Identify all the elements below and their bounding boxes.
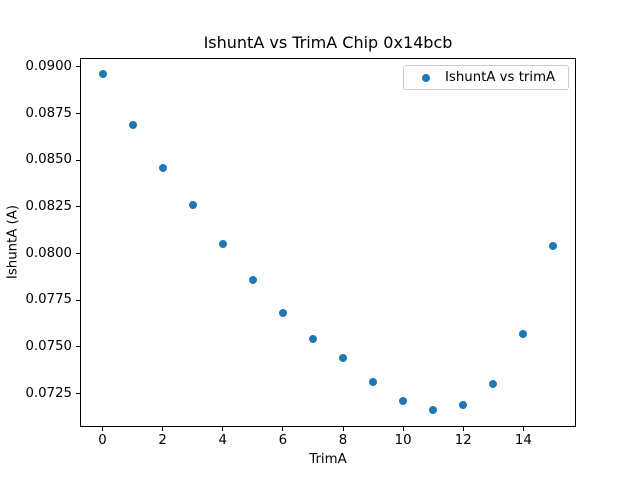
y-tick-mark [76, 159, 80, 161]
x-tick-mark [462, 427, 464, 431]
data-point [459, 400, 468, 409]
y-tick-mark [76, 206, 80, 208]
x-tick-label: 8 [338, 433, 348, 448]
y-tick-mark [76, 253, 80, 255]
data-point [128, 120, 137, 129]
x-axis-label: TrimA [309, 452, 347, 467]
data-point [399, 397, 408, 406]
x-tick-mark [402, 427, 404, 431]
plot-area [80, 57, 576, 428]
x-tick-label: 4 [218, 433, 228, 448]
data-point [278, 309, 287, 318]
y-tick-label: 0.0750 [25, 338, 72, 354]
data-point [98, 70, 107, 79]
x-tick-mark [222, 427, 224, 431]
x-tick-label: 2 [158, 433, 167, 448]
x-tick-mark [102, 427, 104, 431]
legend: IshuntA vs trimA [403, 65, 569, 90]
x-tick-mark [162, 427, 164, 431]
data-point [549, 242, 558, 251]
x-tick-mark [522, 427, 524, 431]
data-point [248, 275, 257, 284]
y-tick-label: 0.0850 [25, 152, 72, 168]
y-tick-mark [76, 346, 80, 348]
y-tick-label: 0.0725 [25, 385, 72, 401]
y-tick-label: 0.0800 [25, 245, 72, 261]
legend-marker-icon [422, 73, 430, 82]
data-point [429, 406, 438, 415]
y-tick-mark [76, 113, 80, 115]
y-tick-label: 0.0825 [25, 198, 72, 214]
x-tick-mark [282, 427, 284, 431]
y-tick-mark [76, 299, 80, 301]
x-tick-mark [342, 427, 344, 431]
y-tick-label: 0.0775 [25, 292, 72, 308]
x-tick-label: 0 [98, 433, 107, 448]
data-point [339, 354, 348, 363]
legend-label: IshuntA vs trimA [445, 70, 556, 85]
x-tick-label: 14 [514, 433, 532, 448]
data-point [218, 240, 227, 249]
x-tick-label: 12 [454, 433, 472, 448]
y-tick-mark [76, 66, 80, 68]
data-point [188, 201, 197, 210]
y-tick-label: 0.0900 [25, 58, 72, 74]
data-point [308, 335, 317, 344]
y-tick-label: 0.0875 [25, 105, 72, 121]
chart-title: IshuntA vs TrimA Chip 0x14bcb [203, 33, 453, 52]
data-point [489, 380, 498, 389]
x-tick-label: 10 [394, 433, 412, 448]
data-point [369, 378, 378, 387]
y-tick-mark [76, 393, 80, 395]
data-point [158, 163, 167, 172]
x-tick-label: 6 [278, 433, 288, 448]
y-axis-label: IshuntA (A) [5, 204, 21, 280]
data-point [519, 329, 528, 338]
